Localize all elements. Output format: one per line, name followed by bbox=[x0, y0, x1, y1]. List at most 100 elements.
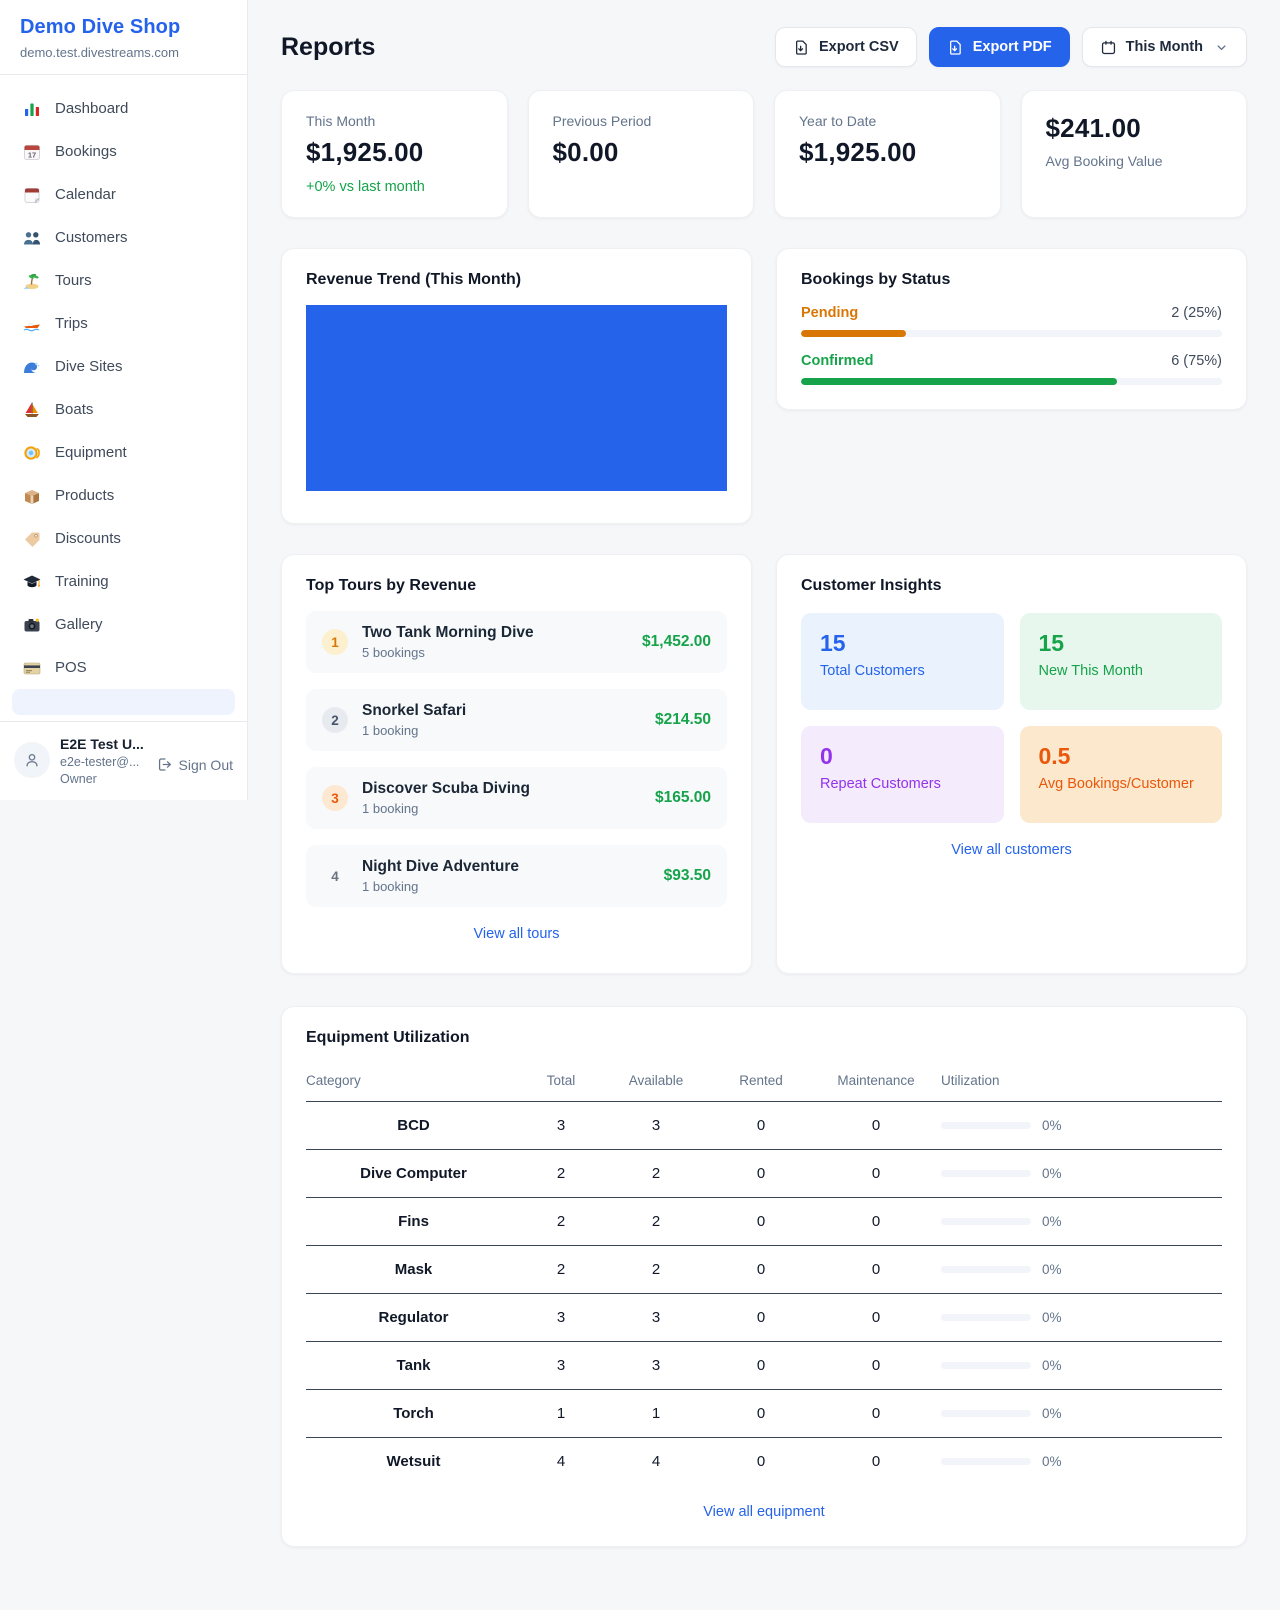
sidebar-item-discounts[interactable]: Discounts bbox=[12, 517, 235, 560]
utilization-bar bbox=[941, 1170, 1031, 1177]
table-row: Tank 3 3 0 0 0% bbox=[306, 1341, 1222, 1390]
person-icon bbox=[26, 753, 38, 767]
sign-out-label: Sign Out bbox=[178, 756, 233, 773]
view-all-tours-link[interactable]: View all tours bbox=[473, 926, 560, 942]
sidebar-item-label: Customers bbox=[55, 229, 128, 246]
sidebar-item-trips[interactable]: Trips bbox=[12, 302, 235, 345]
export-csv-button[interactable]: Export CSV bbox=[774, 27, 917, 67]
sidebar-item-label: Trips bbox=[55, 315, 88, 332]
sign-out-button[interactable]: Sign Out bbox=[156, 756, 233, 773]
column-header-maintenance: Maintenance bbox=[811, 1063, 941, 1102]
utilization-bar bbox=[941, 1410, 1031, 1417]
sidebar-item-gallery[interactable]: Gallery bbox=[12, 603, 235, 646]
tour-name: Night Dive Adventure bbox=[362, 858, 520, 875]
stat-card-year-to-date: Year to Date $1,925.00 bbox=[774, 90, 1001, 218]
user-role: Owner bbox=[60, 772, 97, 786]
stat-value: $1,925.00 bbox=[306, 137, 424, 167]
tour-bookings: 1 booking bbox=[362, 723, 419, 738]
tile-repeat-customers: 0 Repeat Customers bbox=[801, 726, 1004, 823]
revenue-trend-title: Revenue Trend (This Month) bbox=[306, 271, 522, 288]
view-all-equipment-link[interactable]: View all equipment bbox=[703, 1504, 825, 1520]
package-icon bbox=[22, 486, 42, 506]
table-row: BCD 3 3 0 0 0% bbox=[306, 1101, 1222, 1150]
table-row: Fins 2 2 0 0 0% bbox=[306, 1197, 1222, 1246]
graduation-cap-icon bbox=[22, 572, 42, 592]
column-header-utilization: Utilization bbox=[941, 1063, 1222, 1102]
sidebar-item-calendar[interactable]: Calendar bbox=[12, 173, 235, 216]
sidebar-item-dashboard[interactable]: Dashboard bbox=[12, 87, 235, 130]
customer-insights-title: Customer Insights bbox=[801, 577, 942, 594]
tour-row: 3 Discover Scuba Diving 1 booking $165.00 bbox=[306, 767, 727, 829]
status-count: 2 (25%) bbox=[1171, 305, 1222, 321]
rank-badge: 3 bbox=[322, 785, 348, 811]
stat-card-this-month: This Month $1,925.00 +0% vs last month bbox=[281, 90, 508, 218]
status-bar-track bbox=[801, 378, 1222, 385]
tile-value: 15 bbox=[820, 630, 846, 656]
stat-cards: This Month $1,925.00 +0% vs last month P… bbox=[281, 90, 1247, 218]
user-email: e2e-tester@... bbox=[60, 755, 140, 769]
status-bar-fill bbox=[801, 378, 1117, 385]
tour-bookings: 5 bookings bbox=[362, 645, 425, 660]
charts-row: Revenue Trend (This Month) Bookings by S… bbox=[281, 248, 1247, 524]
sidebar: Demo Dive Shop demo.test.divestreams.com… bbox=[0, 0, 248, 800]
sidebar-item-label: Training bbox=[55, 573, 109, 590]
speedboat-icon bbox=[22, 314, 42, 334]
sidebar-item-reports-active[interactable] bbox=[12, 689, 235, 715]
export-csv-label: Export CSV bbox=[818, 39, 899, 55]
tile-label: Avg Bookings/Customer bbox=[1038, 776, 1194, 792]
insights-row: Top Tours by Revenue 1 Two Tank Morning … bbox=[281, 554, 1247, 974]
file-download-icon bbox=[795, 39, 807, 55]
utilization-bar bbox=[941, 1362, 1031, 1369]
header-actions: Export CSV Export PDF This Month bbox=[774, 27, 1247, 67]
sidebar-nav: Dashboard 17 Bookings Calendar Customers… bbox=[0, 75, 247, 721]
tour-revenue: $165.00 bbox=[654, 789, 711, 806]
tile-label: Repeat Customers bbox=[820, 776, 941, 792]
stat-value: $1,925.00 bbox=[799, 137, 917, 167]
sidebar-item-label: Dive Sites bbox=[55, 358, 123, 375]
avatar bbox=[14, 742, 50, 778]
tour-row: 2 Snorkel Safari 1 booking $214.50 bbox=[306, 689, 727, 751]
sidebar-item-training[interactable]: Training bbox=[12, 560, 235, 603]
status-row-confirmed: Confirmed 6 (75%) bbox=[801, 353, 1222, 385]
period-dropdown[interactable]: This Month bbox=[1081, 27, 1247, 67]
camera-icon bbox=[22, 615, 42, 635]
sailboat-icon bbox=[22, 400, 42, 420]
sidebar-item-dive-sites[interactable]: Dive Sites bbox=[12, 345, 235, 388]
brand-block: Demo Dive Shop demo.test.divestreams.com bbox=[0, 0, 247, 75]
equipment-title: Equipment Utilization bbox=[306, 1029, 470, 1046]
sidebar-item-bookings[interactable]: 17 Bookings bbox=[12, 130, 235, 173]
tour-name: Snorkel Safari bbox=[362, 702, 467, 719]
sidebar-item-pos[interactable]: POS bbox=[12, 646, 235, 689]
sidebar-item-tours[interactable]: Tours bbox=[12, 259, 235, 302]
sidebar-item-label: Bookings bbox=[55, 143, 117, 160]
sidebar-item-equipment[interactable]: Equipment bbox=[12, 431, 235, 474]
export-pdf-button[interactable]: Export PDF bbox=[928, 27, 1070, 67]
insight-tiles: 15 Total Customers 15 New This Month 0 R… bbox=[801, 613, 1222, 823]
stat-label: Previous Period bbox=[552, 113, 652, 129]
table-row: Wetsuit 4 4 0 0 0% bbox=[386, 1453, 1062, 1470]
view-all-customers-link[interactable]: View all customers bbox=[951, 842, 1072, 858]
top-tours-title: Top Tours by Revenue bbox=[306, 577, 477, 594]
page-title: Reports bbox=[281, 32, 376, 61]
tile-value: 15 bbox=[1038, 630, 1065, 656]
table-row: Regulator 3 3 0 0 0% bbox=[306, 1293, 1222, 1342]
tour-bookings: 1 booking bbox=[362, 801, 419, 816]
column-header-total: Total bbox=[521, 1063, 601, 1102]
status-bar-fill bbox=[801, 330, 907, 337]
equipment-utilization-card: Equipment Utilization Category Total Ava… bbox=[281, 1006, 1247, 1547]
user-name: E2E Test U... bbox=[60, 736, 144, 752]
tile-value: 0.5 bbox=[1038, 743, 1071, 769]
sidebar-item-boats[interactable]: Boats bbox=[12, 388, 235, 431]
sidebar-item-customers[interactable]: Customers bbox=[12, 216, 235, 259]
user-info: E2E Test U... e2e-tester@... Owner bbox=[60, 734, 146, 786]
top-tours-card: Top Tours by Revenue 1 Two Tank Morning … bbox=[281, 554, 752, 974]
tour-revenue: $1,452.00 bbox=[642, 633, 711, 650]
tour-name: Two Tank Morning Dive bbox=[362, 624, 534, 641]
column-header-category: Category bbox=[306, 1063, 521, 1102]
column-header-available: Available bbox=[601, 1063, 711, 1102]
page-header: Reports Export CSV Export PDF This Month bbox=[281, 26, 1247, 68]
tour-revenue: $214.50 bbox=[654, 711, 711, 728]
sidebar-item-products[interactable]: Products bbox=[12, 474, 235, 517]
rank-badge: 1 bbox=[322, 629, 348, 655]
stat-value: $241.00 bbox=[1045, 113, 1141, 143]
